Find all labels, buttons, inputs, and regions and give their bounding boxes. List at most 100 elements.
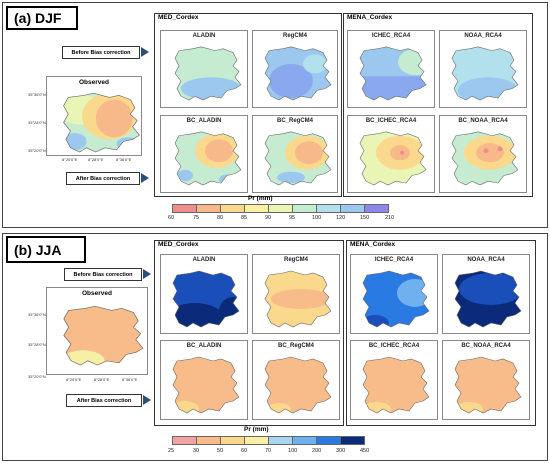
arrow-right-icon <box>143 395 151 405</box>
legend-swatch <box>172 436 197 445</box>
legend-swatch <box>244 204 269 213</box>
legend-label: 210 <box>385 215 395 221</box>
ytick-label: 35°20'0"N <box>28 374 46 379</box>
map-regcm4-jja: RegCM4 <box>252 254 340 334</box>
ytick-label: 35°20'0"N <box>28 148 46 153</box>
map-noaa-rca4-djf: NOAA_RCA4 <box>439 30 527 108</box>
map-title: ALADIN <box>192 257 216 263</box>
map-title: RegCM4 <box>282 33 307 39</box>
map-bc-aladin-djf: BC_ALADIN <box>160 115 248 193</box>
xtick-label: 8°28'0"E <box>94 377 110 382</box>
legend-label: 30 <box>193 448 200 454</box>
xtick-label: 8°28'0"E <box>88 157 104 162</box>
legend-label: 25 <box>168 448 175 454</box>
mena-cordex-group-jja <box>346 240 536 426</box>
legend-label: 150 <box>360 215 370 221</box>
after-bias-label-djf: After Bias correction <box>66 172 140 185</box>
xtick-label: 8°20'0"E <box>66 377 82 382</box>
map-ichec-rca4-jja: ICHEC_RCA4 <box>350 254 438 334</box>
map-title: RegCM4 <box>283 257 308 263</box>
before-bias-label-djf: Before Bias correction <box>62 46 140 59</box>
legend-label: 75 <box>193 215 200 221</box>
legend-label: 60 <box>168 215 175 221</box>
map-title: BC_RegCM4 <box>277 343 314 349</box>
map-title: BC_ALADIN <box>186 118 222 124</box>
legend-swatch <box>172 204 197 213</box>
map-bc-aladin-jja: BC_ALADIN <box>160 340 248 420</box>
legend-label: 50 <box>217 448 224 454</box>
legend-swatch <box>340 204 365 213</box>
map-title: NOAA_RCA4 <box>464 33 502 39</box>
xtick-label: 8°20'0"E <box>62 157 78 162</box>
legend-title: Pr (mm) <box>248 195 273 202</box>
map-bc-noaa-rca4-djf: BC_NOAA_RCA4 <box>439 115 527 193</box>
med-cordex-title: MED_Cordex <box>156 14 201 21</box>
xtick-label: 8°36'0"E <box>116 157 132 162</box>
ytick-label: 35°36'0"N <box>28 92 46 97</box>
legend-label: 90 <box>265 215 272 221</box>
arrow-right-icon <box>141 173 149 183</box>
map-bc-regcm4-djf: BC_RegCM4 <box>252 115 338 193</box>
map-title: BC_RegCM4 <box>276 118 313 124</box>
legend-swatch <box>316 204 341 213</box>
ytick-label: 35°36'0"N <box>28 312 46 317</box>
legend-swatch <box>196 436 221 445</box>
mena-cordex-group-djf <box>343 13 533 197</box>
legend-label: 85 <box>241 215 248 221</box>
legend-swatch <box>220 436 245 445</box>
legend-label: 80 <box>217 215 224 221</box>
legend-label: 300 <box>336 448 346 454</box>
observed-title: Observed <box>79 79 109 86</box>
legend-swatch <box>196 204 221 213</box>
map-bc-noaa-rca4-jja: BC_NOAA_RCA4 <box>442 340 530 420</box>
legend-label: 120 <box>336 215 346 221</box>
map-bc-ichec-rca4-jja: BC_ICHEC_RCA4 <box>350 340 438 420</box>
legend-swatch <box>244 436 269 445</box>
legend-label: 100 <box>288 448 298 454</box>
map-title: NOAA_RCA4 <box>467 257 505 263</box>
map-aladin-jja: ALADIN <box>160 254 248 334</box>
xtick-label: 8°36'0"E <box>122 377 138 382</box>
map-ichec-rca4-djf: ICHEC_RCA4 <box>347 30 435 108</box>
legend-label: 100 <box>312 215 322 221</box>
map-title: BC_ICHEC_RCA4 <box>365 118 417 124</box>
med-cordex-group-jja <box>154 240 344 426</box>
legend-swatch <box>292 204 317 213</box>
map-title: BC_NOAA_RCA4 <box>458 118 508 124</box>
legend-swatch <box>340 436 365 445</box>
legend-swatch <box>316 436 341 445</box>
legend-djf <box>172 204 389 213</box>
map-bc-ichec-rca4-djf: BC_ICHEC_RCA4 <box>347 115 435 193</box>
mena-cordex-title: MENA_Cordex <box>348 241 398 248</box>
legend-swatch <box>364 204 389 213</box>
map-title: BC_ICHEC_RCA4 <box>368 343 420 349</box>
map-title: ICHEC_RCA4 <box>374 257 414 263</box>
legend-label: 200 <box>312 448 322 454</box>
legend-label: 95 <box>289 215 296 221</box>
observed-map-djf: Observed <box>46 76 142 156</box>
map-noaa-rca4-jja: NOAA_RCA4 <box>442 254 530 334</box>
ytick-label: 35°28'0"N <box>28 342 46 347</box>
observed-title: Observed <box>82 290 112 297</box>
arrow-right-icon <box>143 269 151 279</box>
mena-cordex-title: MENA_Cordex <box>345 14 395 21</box>
med-cordex-title: MED_Cordex <box>156 241 201 248</box>
arrow-right-icon <box>141 47 149 57</box>
legend-jja <box>172 436 365 445</box>
map-aladin-djf: ALADIN <box>160 30 248 108</box>
map-bc-regcm4-jja: BC_RegCM4 <box>252 340 340 420</box>
observed-map-jja: Observed <box>46 287 148 375</box>
map-title: ALADIN <box>192 33 216 39</box>
med-cordex-group-djf <box>154 13 342 197</box>
panel-label-djf: (a) DJF <box>6 6 78 30</box>
after-bias-label-jja: After Bias correction <box>66 394 142 407</box>
legend-swatch <box>268 204 293 213</box>
legend-label: 60 <box>241 448 248 454</box>
legend-label: 70 <box>265 448 272 454</box>
ytick-label: 35°28'0"N <box>28 120 46 125</box>
map-title: ICHEC_RCA4 <box>371 33 411 39</box>
legend-label: 450 <box>360 448 370 454</box>
legend-title: Pr (mm) <box>244 426 269 433</box>
legend-swatch <box>292 436 317 445</box>
panel-label-jja: (b) JJA <box>6 236 86 263</box>
